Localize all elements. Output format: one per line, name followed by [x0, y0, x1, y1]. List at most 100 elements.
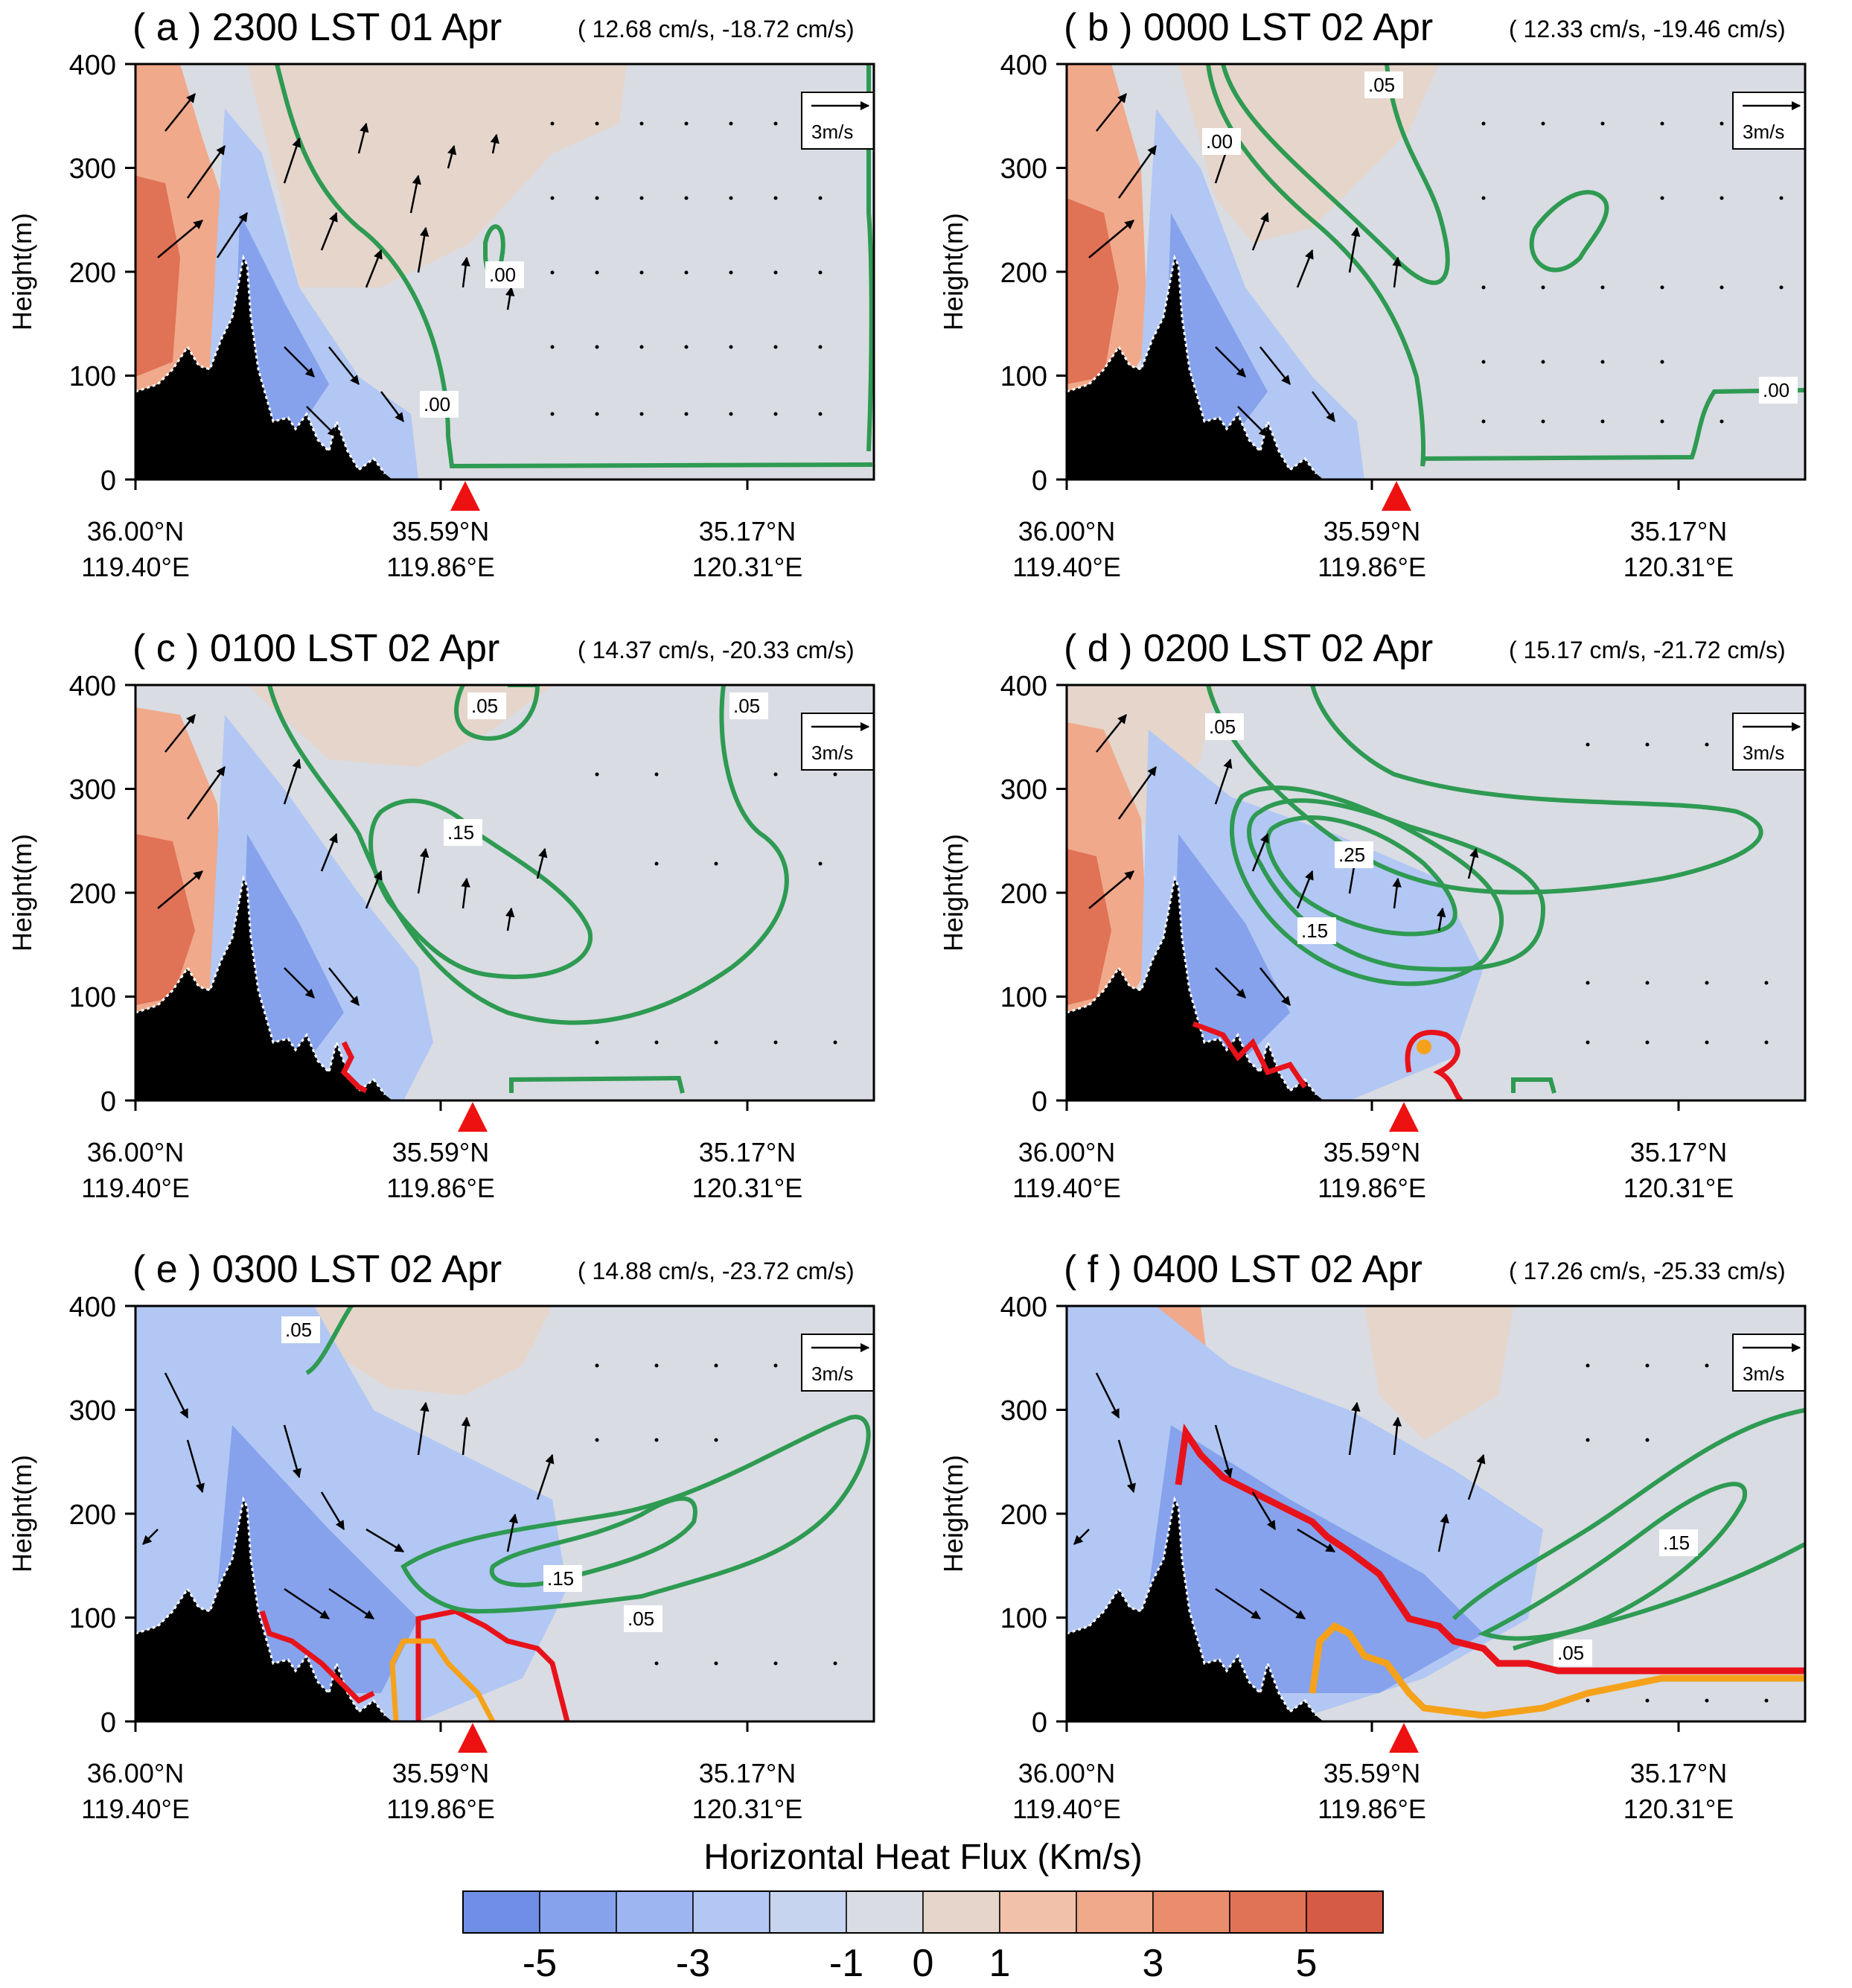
warm-shading	[135, 64, 627, 287]
wind-dots	[1481, 121, 1784, 424]
contour-line	[509, 1075, 685, 1094]
y-tick-label: 200	[69, 1500, 116, 1531]
svg-text:.15: .15	[447, 821, 474, 844]
panel-subtitle: ( 17.26 cm/s, -25.33 cm/s)	[1509, 1258, 1786, 1284]
colorbar-swatch	[999, 1890, 1077, 1934]
site-marker[interactable]	[1389, 1723, 1419, 1753]
contour-label: .00	[420, 391, 459, 418]
warm-shading	[135, 685, 552, 767]
terrain	[135, 879, 392, 1100]
site-marker[interactable]	[1382, 481, 1411, 511]
warm-shading	[314, 1306, 552, 1395]
x-tick-lat: 35.59°N	[1323, 516, 1420, 547]
x-tick-lat: 36.00°N	[87, 516, 184, 547]
x-tick-lat: 35.17°N	[699, 1758, 796, 1788]
panel-a: .00 .00 3m/s ( a ) 2300 LST 01 Apr ( 12.…	[7, 6, 875, 582]
warm-shading	[1364, 1306, 1513, 1440]
y-tick-label: 300	[69, 153, 116, 185]
x-tick-lon: 119.40°E	[81, 1173, 190, 1203]
reference-vector: 3m/s	[1732, 713, 1806, 771]
svg-text:3m/s: 3m/s	[1743, 1363, 1784, 1385]
x-tick-lon: 119.86°E	[1318, 552, 1426, 582]
x-axis: 36.00°N 119.40°E 35.59°N 119.86°E 35.17°…	[1012, 480, 1734, 582]
colorbar-tick-label: 1	[989, 1942, 1011, 1985]
panel-title: ( f ) 0400 LST 02 Apr	[1064, 1248, 1422, 1291]
x-tick-lat: 36.00°N	[87, 1758, 184, 1788]
y-axis: 0 100 200 300 400 Height(m)	[7, 50, 135, 497]
wind-vectors	[142, 1372, 555, 1620]
y-tick-label: 200	[69, 879, 116, 910]
panel-c: .05 .05 .15 3m/s ( c ) 0100 LST 02 Apr (…	[7, 627, 875, 1203]
x-axis: 36.00°N 119.40°E 35.59°N 119.86°E 35.17°…	[1012, 1100, 1734, 1203]
site-marker[interactable]	[458, 1723, 488, 1753]
panel-d: .05 .25 .15 3m/s ( d ) 0200 LST 02 Apr (…	[938, 627, 1807, 1203]
contour-line	[489, 1496, 697, 1587]
x-tick-lat: 35.59°N	[392, 1137, 489, 1167]
colorbar-swatch	[1076, 1890, 1154, 1934]
colorbar-tick-label: -1	[829, 1942, 863, 1985]
warm-shading-core	[1067, 849, 1111, 1005]
contour-line	[1513, 1542, 1805, 1651]
y-tick-label: 400	[69, 671, 116, 702]
panel-title: ( c ) 0100 LST 02 Apr	[132, 627, 499, 670]
y-tick-label: 100	[69, 361, 116, 392]
site-marker[interactable]	[458, 1102, 488, 1132]
colorbar-tick-label: -5	[523, 1942, 557, 1985]
contour-line	[1452, 1408, 1805, 1621]
y-tick-label: 400	[1000, 1292, 1047, 1323]
y-tick-label: 300	[69, 774, 116, 806]
colorbar-swatch	[769, 1890, 847, 1934]
terrain	[1067, 1500, 1323, 1721]
x-tick-lon: 119.86°E	[386, 1794, 495, 1824]
contour-label: .25	[1335, 841, 1373, 868]
panel-title: ( d ) 0200 LST 02 Apr	[1064, 627, 1433, 670]
panel-subtitle: ( 15.17 cm/s, -21.72 cm/s)	[1509, 637, 1786, 663]
x-tick-lat: 36.00°N	[1018, 1758, 1115, 1788]
colorbar-swatches	[462, 1890, 1384, 1934]
wind-dots	[550, 121, 823, 416]
svg-text:.05: .05	[1209, 716, 1236, 738]
contour-label: .00	[1202, 128, 1241, 155]
wind-dots	[1586, 742, 1769, 1045]
x-axis: 36.00°N 119.40°E 35.59°N 119.86°E 35.17°…	[1012, 1721, 1734, 1824]
svg-text:.05: .05	[733, 695, 760, 717]
x-tick-lat: 36.00°N	[1018, 1137, 1115, 1167]
contour-line	[400, 1415, 871, 1614]
contour-line	[866, 64, 874, 452]
x-tick-lon: 119.86°E	[1318, 1794, 1426, 1824]
terrain-edge	[135, 254, 386, 474]
wind-vectors	[1073, 1372, 1486, 1620]
x-axis: 36.00°N 119.40°E 35.59°N 119.86°E 35.17°…	[81, 480, 802, 582]
x-tick-lon: 119.40°E	[81, 552, 190, 582]
red-boundary	[1192, 1021, 1463, 1100]
x-tick-lon: 119.86°E	[1318, 1173, 1426, 1203]
terrain-edge	[135, 1496, 386, 1716]
panel-b: .05 .00 .00 3m/s ( b ) 0000 LST 02 Apr (…	[938, 6, 1807, 582]
colorbar-tick-label: 0	[913, 1942, 934, 1985]
terrain-edge	[1067, 875, 1318, 1095]
svg-text:3m/s: 3m/s	[811, 121, 853, 143]
x-tick-lat: 35.17°N	[1630, 1758, 1727, 1788]
red-boundary	[259, 1608, 570, 1721]
y-axis: 0 100 200 300 400 Height(m)	[938, 671, 1067, 1118]
wind-vectors	[1088, 93, 1402, 437]
x-tick-lon: 119.40°E	[1012, 1794, 1121, 1824]
y-tick-label: 200	[69, 258, 116, 289]
y-axis-label: Height(m)	[938, 834, 968, 952]
terrain	[1067, 258, 1323, 480]
svg-text:3m/s: 3m/s	[811, 742, 853, 764]
x-tick-lon: 119.40°E	[1012, 1173, 1121, 1203]
y-tick-label: 200	[1000, 1500, 1047, 1531]
wind-dots	[595, 1363, 837, 1666]
contour-line	[1221, 64, 1450, 285]
wind-dots	[1586, 1363, 1769, 1703]
site-marker[interactable]	[450, 481, 480, 511]
x-tick-lat: 35.17°N	[1630, 1137, 1727, 1167]
site-marker[interactable]	[1389, 1102, 1419, 1132]
y-tick-label: 0	[100, 1086, 116, 1118]
x-tick-lat: 35.17°N	[699, 1137, 796, 1167]
orange-boundary	[1309, 1622, 1805, 1719]
contour-label: .05	[624, 1605, 662, 1632]
contour-line	[1206, 64, 1805, 467]
contour-label: .00	[485, 261, 524, 288]
